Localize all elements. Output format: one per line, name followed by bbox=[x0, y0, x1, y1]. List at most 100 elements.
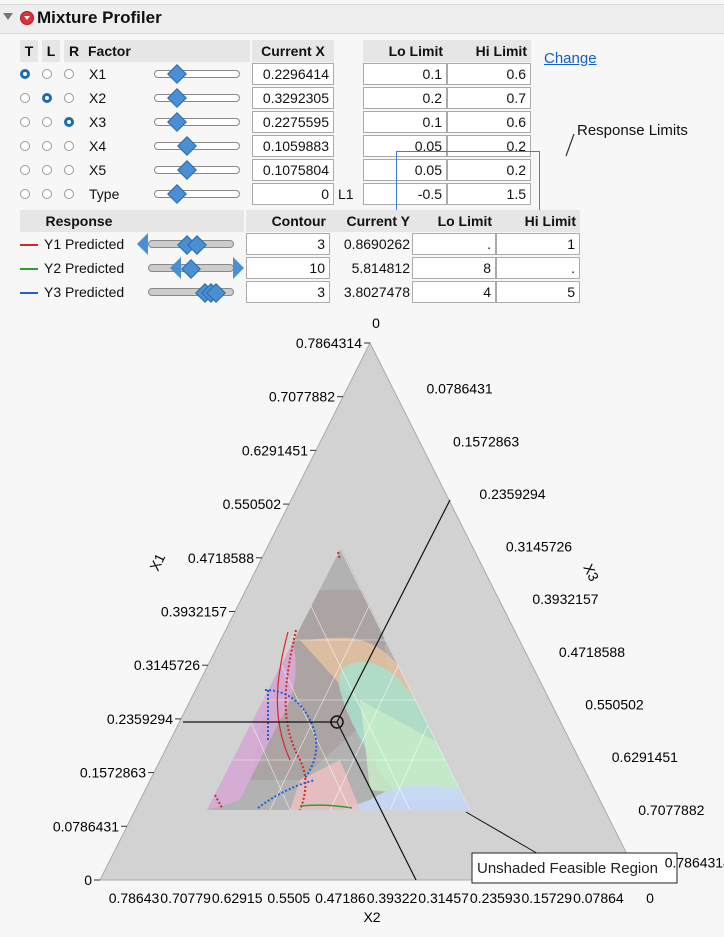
radio-r-x2[interactable] bbox=[64, 93, 74, 103]
current-x-input[interactable]: 0.2296414 bbox=[252, 63, 334, 85]
disclosure-triangle-icon[interactable] bbox=[3, 13, 13, 20]
right-tick-label: 0.7864314 bbox=[665, 854, 724, 870]
level-label: L1 bbox=[338, 186, 354, 202]
right-tick-label: 0.7077882 bbox=[638, 802, 704, 818]
bottom-tick-label: 0.15729 bbox=[521, 890, 572, 906]
right-tick-label: 0.550502 bbox=[585, 697, 644, 713]
col-header-current-y: Current Y bbox=[330, 210, 412, 232]
factor-slider-track[interactable] bbox=[154, 166, 240, 174]
response-limits-label: Response Limits bbox=[577, 122, 688, 139]
left-tick-label: 0 bbox=[84, 872, 92, 888]
contour-input[interactable]: 10 bbox=[246, 257, 330, 279]
left-tick-label: 0.4718588 bbox=[188, 550, 254, 566]
y1-contour-solid bbox=[276, 631, 291, 761]
panel-header: Mixture Profiler bbox=[0, 4, 724, 34]
col-header-response-slider bbox=[138, 210, 244, 232]
lo-limit-input[interactable]: 0.1 bbox=[363, 63, 447, 85]
right-tick-label: 0.3932157 bbox=[532, 591, 598, 607]
radio-t-x1[interactable] bbox=[20, 69, 30, 79]
current-x-input[interactable]: 0 bbox=[252, 183, 334, 205]
contour-input[interactable]: 3 bbox=[246, 233, 330, 255]
y3-line-swatch bbox=[20, 292, 38, 294]
lo-limit-input[interactable]: 0.05 bbox=[363, 159, 447, 181]
col-header-contour: Contour bbox=[246, 210, 330, 232]
bottom-axis-name: X2 bbox=[363, 909, 380, 925]
radio-r-x4[interactable] bbox=[64, 141, 74, 151]
change-link[interactable]: Change bbox=[544, 50, 597, 67]
hi-limit-input[interactable]: 0.6 bbox=[447, 63, 531, 85]
right-axis-ticks: 0.0786431 0.1572863 0.2359294 0.3145726 0.39… bbox=[426, 381, 724, 871]
resp-hi-input[interactable]: . bbox=[496, 257, 580, 279]
radio-r-x1[interactable] bbox=[64, 69, 74, 79]
current-point-marker[interactable] bbox=[330, 715, 344, 729]
current-y-value: 0.8690262 bbox=[343, 236, 410, 252]
callout-text: Unshaded Feasible Region bbox=[477, 860, 658, 877]
radio-r-x5[interactable] bbox=[64, 165, 74, 175]
hi-limit-input[interactable]: 0.6 bbox=[447, 111, 531, 133]
y2-line-swatch bbox=[20, 268, 38, 270]
col-header-factor: Factor bbox=[84, 40, 144, 62]
radio-l-x4[interactable] bbox=[42, 141, 52, 151]
radio-l-x5[interactable] bbox=[42, 165, 52, 175]
resp-hi-input[interactable]: 1 bbox=[496, 233, 580, 255]
hi-limit-input[interactable]: 1.5 bbox=[447, 183, 531, 205]
radio-l-x2[interactable] bbox=[42, 93, 52, 103]
resp-hi-input[interactable]: 5 bbox=[496, 281, 580, 303]
resp-lo-input[interactable]: . bbox=[412, 233, 496, 255]
radio-t-x3[interactable] bbox=[20, 117, 30, 127]
right-tick-label: 0.3145726 bbox=[506, 539, 572, 555]
hi-arrow-handle[interactable] bbox=[233, 257, 244, 279]
lo-limit-input[interactable]: 0.2 bbox=[363, 87, 447, 109]
radio-l-type[interactable] bbox=[42, 189, 52, 199]
right-tick-label: 0.6291451 bbox=[612, 749, 678, 765]
factor-slider-track[interactable] bbox=[154, 94, 240, 102]
factor-name: X5 bbox=[89, 162, 107, 178]
red-triangle-menu-icon[interactable] bbox=[20, 11, 34, 25]
col-header-slider bbox=[144, 40, 250, 62]
contour-input[interactable]: 3 bbox=[246, 281, 330, 303]
bottom-tick-label: 0.47186 bbox=[315, 890, 366, 906]
factor-name: X4 bbox=[89, 138, 107, 154]
radio-t-x4[interactable] bbox=[20, 141, 30, 151]
factor-slider-track[interactable] bbox=[154, 190, 240, 198]
lo-arrow-handle[interactable] bbox=[137, 233, 148, 255]
col-header-r: R bbox=[64, 40, 84, 62]
left-axis-ticks: 0.7864314 0.7077882 0.6291451 0.550502 0.471… bbox=[53, 335, 370, 888]
left-tick-label: 0.550502 bbox=[223, 496, 282, 512]
radio-t-x2[interactable] bbox=[20, 93, 30, 103]
lo-limit-input[interactable]: -0.5 bbox=[363, 183, 447, 205]
current-x-input[interactable]: 0.1059883 bbox=[252, 135, 334, 157]
y3-contour bbox=[264, 689, 318, 779]
current-x-input[interactable]: 0.3292305 bbox=[252, 87, 334, 109]
col-header-response: Response bbox=[20, 210, 138, 232]
left-tick-label: 0.1572863 bbox=[80, 765, 146, 781]
resp-lo-input[interactable]: 4 bbox=[412, 281, 496, 303]
crosshair-x2-line bbox=[336, 721, 417, 881]
response-slider-track[interactable] bbox=[148, 288, 234, 296]
current-x-input[interactable]: 0.2275595 bbox=[252, 111, 334, 133]
bottom-tick-label: 0 bbox=[646, 890, 654, 906]
current-x-input[interactable]: 0.1075804 bbox=[252, 159, 334, 181]
radio-t-x5[interactable] bbox=[20, 165, 30, 175]
lo-arrow-handle[interactable] bbox=[170, 257, 181, 279]
factor-slider-track[interactable] bbox=[154, 142, 240, 150]
resp-lo-input[interactable]: 8 bbox=[412, 257, 496, 279]
radio-t-type[interactable] bbox=[20, 189, 30, 199]
y1-contour-corner bbox=[214, 794, 223, 809]
factor-slider-track[interactable] bbox=[154, 70, 240, 78]
bottom-tick-label: 0.78643 bbox=[109, 890, 160, 906]
callout-box: Unshaded Feasible Region bbox=[471, 852, 678, 884]
lo-limit-input[interactable]: 0.1 bbox=[363, 111, 447, 133]
hi-limit-input[interactable]: 0.2 bbox=[447, 159, 531, 181]
radio-l-x1[interactable] bbox=[42, 69, 52, 79]
hi-limit-input[interactable]: 0.7 bbox=[447, 87, 531, 109]
factor-slider-track[interactable] bbox=[154, 118, 240, 126]
radio-r-type[interactable] bbox=[64, 189, 74, 199]
callout-pointer bbox=[465, 811, 541, 856]
radio-r-x3[interactable] bbox=[64, 117, 74, 127]
apex-label: 0 bbox=[372, 315, 380, 331]
left-tick-label: 0.7864314 bbox=[296, 335, 362, 351]
radio-l-x3[interactable] bbox=[42, 117, 52, 127]
shaded-regions bbox=[208, 548, 470, 810]
